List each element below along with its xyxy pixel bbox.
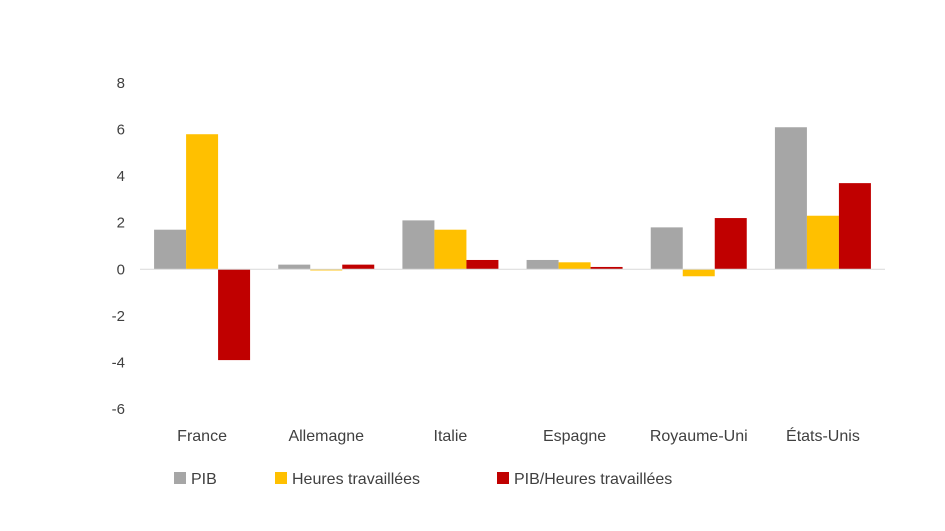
category-labels: France Allemagne Italie Espagne Royaume-Uni É… [177,426,860,445]
bar-france-series-1 [154,229,187,270]
category-label: France [177,428,227,445]
bar-espagne-series-3 [590,266,623,270]
legend: PIB Heures travaillées PIB/Heures travaill… [174,471,672,488]
y-tick-label: 4 [117,168,125,185]
y-tick-label: 2 [117,215,125,232]
bar-italie-series-2 [434,229,467,270]
legend-swatch [275,472,287,484]
bar-royaume-uni-series-3 [714,218,747,270]
bar-france-series-2 [186,134,219,270]
bar--tats-unis-series-2 [806,215,839,270]
legend-label: PIB/Heures travaillées [514,471,672,488]
category-label: États-Unis [786,426,860,445]
y-tick-label: -2 [112,308,125,325]
legend-swatch [497,472,509,484]
bar--tats-unis-series-1 [774,127,807,270]
bar-allemagne-series-3 [342,264,375,270]
bar-espagne-series-1 [526,259,559,270]
category-label: Allemagne [288,428,364,445]
bar-allemagne-series-2 [310,269,343,271]
y-tick-label: -4 [112,354,125,371]
category-label: Italie [434,428,468,445]
bars [154,127,871,361]
legend-swatch [174,472,186,484]
bar-italie-series-3 [466,259,499,270]
y-tick-label: 6 [117,122,125,139]
bar--tats-unis-series-3 [838,183,871,270]
category-label: Royaume-Uni [650,428,748,445]
bar-royaume-uni-series-2 [682,269,715,277]
bar-allemagne-series-1 [278,264,311,270]
y-tick-label: -6 [112,401,125,418]
bar-espagne-series-2 [558,262,591,270]
y-tick-label: 8 [117,75,125,92]
bar-royaume-uni-series-1 [650,227,683,270]
y-axis-ticks: 8 6 4 2 0 -2 -4 -6 [112,75,125,418]
y-tick-label: 0 [117,261,125,278]
legend-label: Heures travaillées [292,471,420,488]
bar-france-series-3 [218,269,251,361]
bar-italie-series-1 [402,220,435,270]
category-label: Espagne [543,428,606,445]
legend-label: PIB [191,471,217,488]
